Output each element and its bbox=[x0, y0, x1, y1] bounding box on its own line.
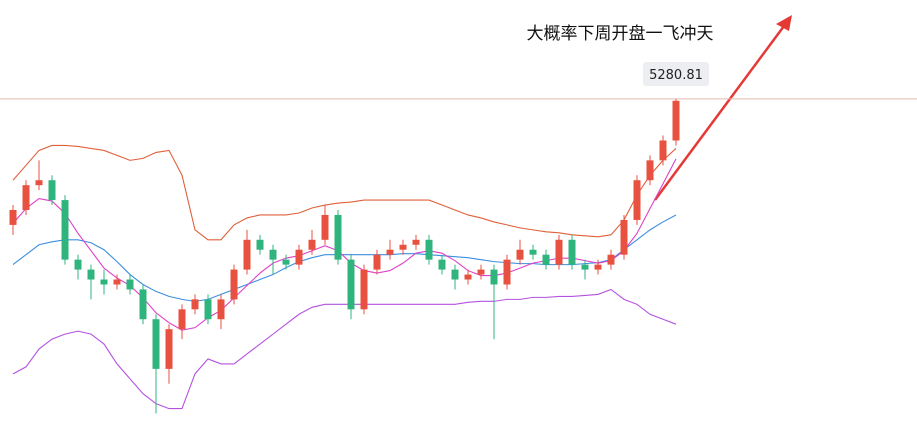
candle-body bbox=[360, 269, 368, 310]
candle-body bbox=[555, 239, 563, 265]
indicator-line bbox=[12, 158, 677, 331]
candle-body bbox=[438, 259, 446, 270]
candle-body bbox=[243, 239, 251, 270]
candle-body bbox=[100, 279, 108, 285]
candle-body bbox=[152, 319, 160, 369]
candle-body bbox=[178, 309, 186, 330]
candle-body bbox=[581, 264, 589, 270]
candle-body bbox=[282, 259, 290, 265]
candle-body bbox=[35, 180, 43, 186]
candle-body bbox=[490, 269, 498, 285]
candle-body bbox=[204, 299, 212, 320]
candle-body bbox=[477, 269, 485, 275]
candle-body bbox=[48, 180, 56, 201]
price-label-box bbox=[643, 62, 709, 86]
price-label: 5280.81 bbox=[649, 68, 703, 83]
candle-body bbox=[568, 239, 576, 265]
candle-body bbox=[113, 279, 121, 285]
candle-body bbox=[295, 249, 303, 265]
candle-body bbox=[9, 210, 17, 225]
candle-body bbox=[399, 244, 407, 250]
candle-body bbox=[61, 200, 69, 260]
candle-body bbox=[321, 214, 329, 240]
candle-body bbox=[386, 249, 394, 255]
candle-body bbox=[672, 100, 680, 141]
candle-body bbox=[74, 259, 82, 270]
candle-body bbox=[230, 269, 238, 300]
candle-body bbox=[269, 249, 277, 260]
annotation: 大概率下周开盘一飞冲天 bbox=[527, 24, 714, 44]
candle-body bbox=[503, 259, 511, 285]
candle-body bbox=[191, 299, 199, 310]
candle-body bbox=[412, 239, 420, 245]
candle-body bbox=[646, 160, 654, 181]
candle-body bbox=[516, 249, 524, 260]
candle-body bbox=[139, 289, 147, 320]
candle-body bbox=[464, 274, 472, 280]
candle-body bbox=[373, 254, 381, 270]
indicator-line bbox=[12, 214, 677, 302]
candle-body bbox=[633, 180, 641, 220]
candle-body bbox=[620, 219, 628, 255]
candle-body bbox=[451, 269, 459, 280]
arrow-head bbox=[776, 15, 792, 31]
candle-body bbox=[126, 279, 134, 290]
candle-body bbox=[334, 214, 342, 260]
candle-body bbox=[217, 299, 225, 320]
candle-body bbox=[594, 264, 602, 270]
candle-body bbox=[542, 254, 550, 265]
indicator-line bbox=[12, 144, 677, 241]
candle-body bbox=[425, 239, 433, 260]
candle-body bbox=[256, 239, 264, 250]
candle-body bbox=[308, 239, 316, 250]
candle-body bbox=[165, 329, 173, 369]
candle-body bbox=[87, 269, 95, 280]
candle-body bbox=[607, 254, 615, 265]
arrow-line bbox=[653, 25, 786, 201]
candle-body bbox=[347, 259, 355, 310]
candle-body bbox=[22, 185, 30, 211]
indicator-line bbox=[12, 288, 677, 410]
candle-body bbox=[659, 140, 667, 161]
candle-body bbox=[529, 249, 537, 255]
